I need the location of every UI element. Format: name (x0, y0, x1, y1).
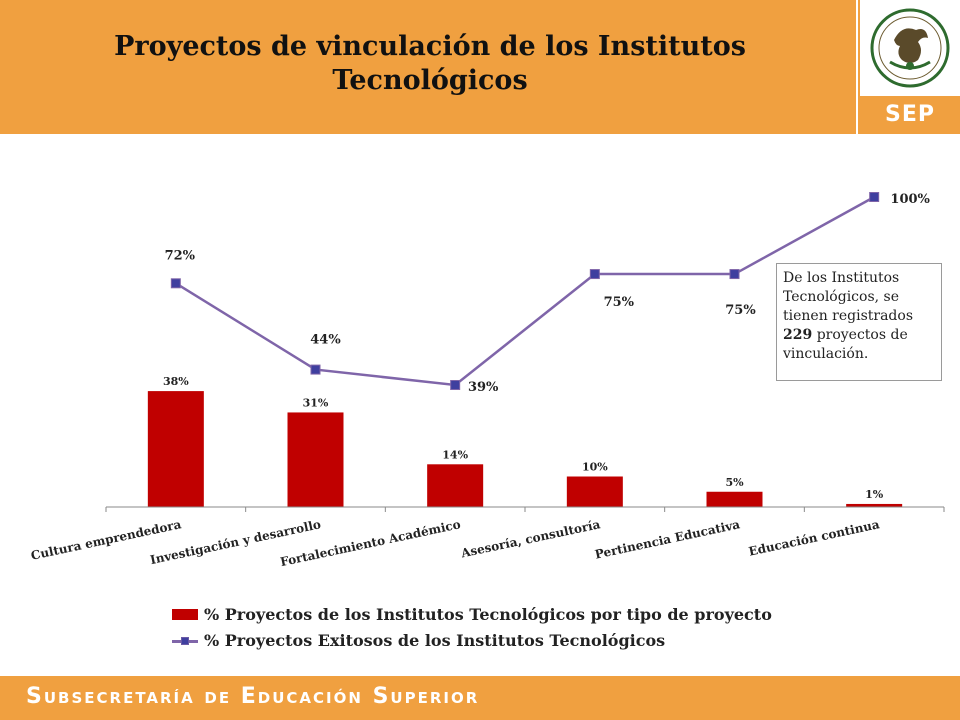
line-point-1 (310, 364, 321, 375)
x-tick-label-5: Educación continua (747, 517, 881, 558)
line-point-3 (589, 269, 600, 280)
page-title: Proyectos de vinculación de los Institut… (114, 31, 746, 96)
chart-area: 38%31%14%10%5%1%Cultura emprendedoraInve… (30, 192, 945, 569)
line-point-5 (869, 192, 880, 202)
legend-bar-swatch (172, 609, 198, 620)
bar-4 (706, 491, 763, 507)
note-text-1: De los Institutos Tecnológicos, se tiene… (783, 270, 913, 324)
line-point-2 (450, 380, 461, 390)
bar-3 (566, 476, 623, 507)
header-banner: Proyectos de vinculación de los Institut… (0, 0, 856, 134)
bar-label-1: 31% (303, 396, 329, 409)
sep-logo: SEP (860, 96, 960, 134)
bar-label-4: 5% (725, 476, 744, 489)
bar-2 (427, 464, 484, 507)
mexico-seal-icon (870, 8, 950, 88)
info-note: De los Institutos Tecnológicos, se tiene… (776, 263, 942, 381)
line-label-3: 75% (604, 295, 635, 310)
sep-logo-label: SEP (885, 102, 935, 127)
bar-label-2: 14% (442, 448, 468, 461)
bar-5 (846, 503, 903, 507)
legend-item-line: % Proyectos Exitosos de los Institutos T… (172, 628, 772, 654)
line-label-4: 75% (725, 303, 756, 318)
bar-label-0: 38% (163, 375, 189, 388)
bar-label-5: 1% (865, 488, 884, 501)
x-tick-label-4: Pertinencia Educativa (594, 517, 742, 561)
bar-0 (147, 391, 204, 507)
line-label-5: 100% (890, 192, 930, 207)
legend-label-bars: % Proyectos de los Institutos Tecnológic… (204, 605, 772, 624)
line-label-2: 39% (468, 380, 499, 395)
legend-label-line: % Proyectos Exitosos de los Institutos T… (204, 631, 666, 650)
footer-title: Subsecretaría de Educación Superior (26, 684, 480, 709)
legend-marker-swatch (181, 637, 189, 645)
chart-legend: % Proyectos de los Institutos Tecnológic… (172, 602, 772, 654)
line-point-4 (729, 269, 740, 280)
line-label-1: 44% (310, 333, 341, 348)
note-text-2: proyectos de vinculación. (783, 327, 908, 362)
line-label-0: 72% (165, 248, 196, 263)
footer-banner: Subsecretaría de Educación Superior (0, 676, 960, 720)
legend-item-bars: % Proyectos de los Institutos Tecnológic… (172, 602, 772, 628)
bar-label-3: 10% (582, 461, 608, 474)
line-series (175, 195, 875, 387)
x-tick-label-3: Asesoría, consultoría (459, 517, 602, 560)
bar-1 (287, 412, 344, 507)
line-point-0 (170, 278, 181, 289)
note-highlight: 229 (783, 327, 813, 343)
